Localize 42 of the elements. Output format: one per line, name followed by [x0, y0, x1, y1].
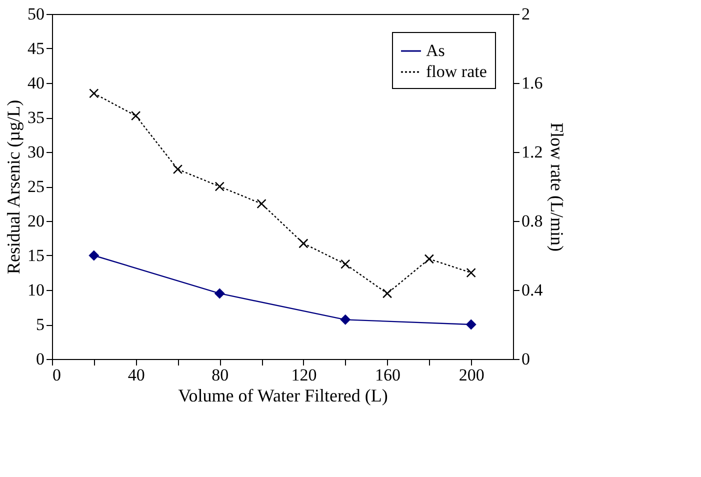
y-tick-label: 10 [28, 280, 44, 300]
y2-tick-label: 2 [522, 4, 530, 24]
y-tick-label: 40 [28, 74, 44, 92]
x-axis-title: Volume of Water Filtered (L) [178, 386, 388, 406]
point [88, 250, 100, 261]
point [256, 198, 266, 209]
y-tick-label: 15 [28, 246, 44, 265]
point [424, 254, 434, 264]
y2-tick-label: 0.4 [522, 280, 544, 300]
x-tick-label: 200 [458, 366, 484, 384]
x-tick-label: 80 [212, 366, 229, 384]
y-tick-label: 0 [36, 350, 44, 368]
y2-tick-label: 0 [522, 350, 530, 368]
point [298, 238, 308, 248]
point [466, 319, 476, 330]
point [172, 164, 183, 174]
y-tick-label: 20 [28, 212, 44, 230]
point [340, 314, 351, 325]
y2-axis-title: Flow rate (L/min) [546, 122, 567, 252]
point [89, 88, 99, 98]
x-tick-label: 0 [52, 366, 61, 384]
point [130, 110, 141, 121]
y2-tick-label: 1.2 [522, 142, 543, 162]
y-tick-label: 35 [28, 108, 44, 127]
legend-label: flow rate [426, 62, 487, 81]
point [214, 182, 224, 192]
y2-tick-label: 1.6 [522, 74, 543, 92]
point [340, 259, 350, 269]
point [214, 288, 225, 299]
y-tick-label: 45 [28, 39, 44, 58]
point [466, 268, 476, 278]
point [382, 288, 392, 298]
y-tick-label: 30 [28, 142, 44, 162]
y-tick-label: 5 [36, 315, 44, 334]
legend-label: As [426, 41, 445, 60]
x-tick-label: 160 [375, 366, 401, 384]
y-axis-title: Residual Arsenic (µg/L) [4, 100, 24, 274]
y-tick-label: 50 [28, 4, 44, 24]
y-tick-label: 25 [28, 177, 44, 196]
x-tick-label: 120 [291, 366, 317, 384]
y2-tick-label: 0.8 [522, 212, 543, 230]
x-tick-label: 40 [128, 366, 145, 384]
